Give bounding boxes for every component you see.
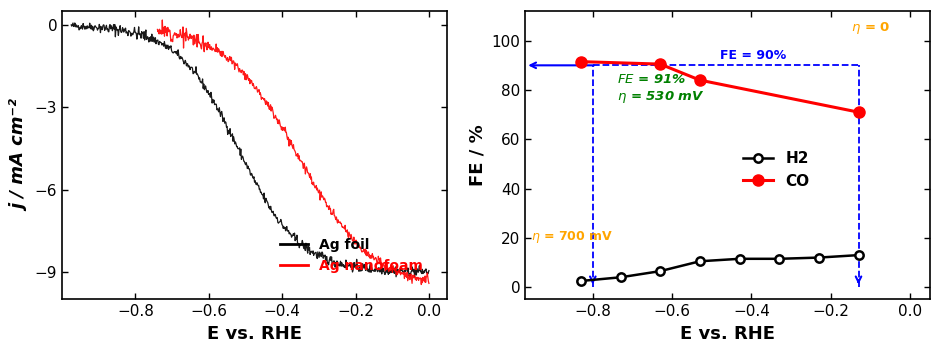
Y-axis label: j / mA cm⁻²: j / mA cm⁻²	[11, 100, 29, 211]
Text: $\eta$ = 0: $\eta$ = 0	[851, 20, 890, 36]
X-axis label: E vs. RHE: E vs. RHE	[207, 325, 302, 343]
X-axis label: E vs. RHE: E vs. RHE	[680, 325, 775, 343]
Legend: H2, CO: H2, CO	[737, 145, 816, 195]
Text: FE = 90%: FE = 90%	[720, 48, 786, 62]
Y-axis label: FE / %: FE / %	[468, 124, 486, 186]
Text: $\eta$ = 530 mV: $\eta$ = 530 mV	[616, 89, 705, 105]
Text: $\eta$ = 700 mV: $\eta$ = 700 mV	[532, 229, 614, 245]
Text: $FE$ = 91%: $FE$ = 91%	[616, 73, 686, 86]
Legend: Ag foil, Ag nanofoam: Ag foil, Ag nanofoam	[275, 232, 429, 278]
